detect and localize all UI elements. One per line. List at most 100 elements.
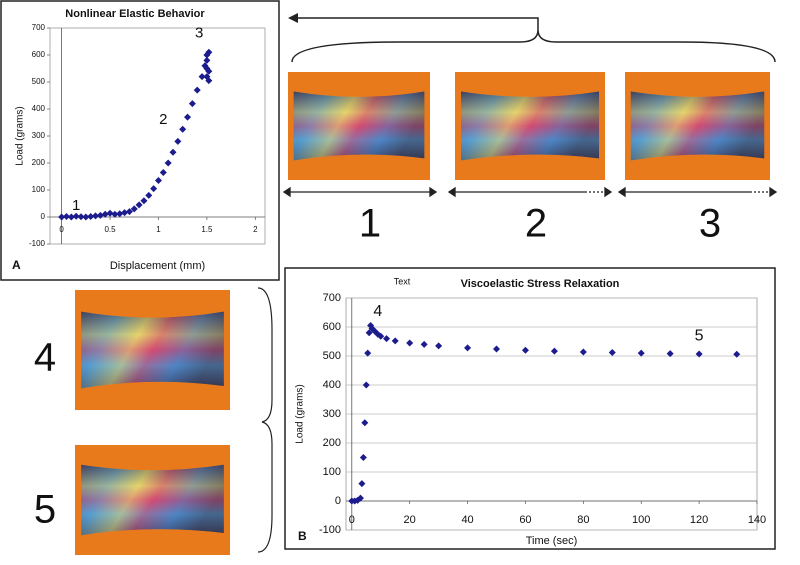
data-point — [521, 346, 529, 354]
data-point — [164, 159, 172, 167]
data-point — [193, 86, 201, 94]
data-point — [435, 342, 443, 350]
data-point — [62, 212, 70, 220]
data-point — [96, 211, 104, 219]
panel-label: B — [298, 529, 307, 543]
chart-title: Nonlinear Elastic Behavior — [65, 8, 205, 20]
data-point — [364, 349, 372, 357]
data-point — [383, 335, 391, 343]
data-point — [72, 212, 80, 220]
y-tick-label: 700 — [32, 23, 46, 32]
data-point — [361, 419, 369, 427]
y-tick-label: 100 — [323, 466, 341, 478]
panel-label: A — [12, 258, 21, 272]
chart-title: Viscoelastic Stress Relaxation — [461, 278, 620, 290]
y-tick-label: 400 — [323, 379, 341, 391]
data-point — [666, 350, 674, 358]
panel-frame — [284, 267, 776, 550]
y-tick-label: 400 — [32, 104, 46, 113]
data-point — [205, 48, 213, 56]
data-point — [154, 177, 162, 185]
data-point — [87, 212, 95, 220]
y-tick-label: 0 — [41, 212, 46, 221]
arrow — [298, 17, 539, 30]
data-point — [159, 168, 167, 176]
data-point — [125, 208, 133, 216]
y-axis-label: Load (grams) — [15, 106, 26, 165]
y-tick-label: 500 — [323, 350, 341, 362]
data-point — [174, 137, 182, 145]
data-point — [121, 209, 129, 217]
y-tick-label: 300 — [323, 408, 341, 420]
annotation: 2 — [159, 111, 167, 128]
x-tick-label: 140 — [748, 514, 766, 526]
y-tick-label: 200 — [32, 158, 46, 167]
y-tick-label: 500 — [32, 77, 46, 86]
y-tick-label: 100 — [32, 185, 46, 194]
data-point — [406, 339, 414, 347]
x-tick-label: 2 — [253, 225, 258, 234]
x-tick-label: 40 — [461, 514, 473, 526]
annotation: 3 — [195, 24, 203, 41]
annotation: Text — [394, 276, 411, 286]
y-tick-label: 300 — [32, 131, 46, 140]
annotation: 5 — [695, 327, 704, 344]
data-point — [188, 100, 196, 108]
x-tick-label: 100 — [632, 514, 650, 526]
data-point — [420, 340, 428, 348]
data-point — [550, 347, 558, 355]
data-point — [365, 329, 373, 337]
data-point — [733, 350, 741, 358]
y-tick-label: -100 — [29, 239, 46, 248]
data-point — [116, 210, 124, 218]
brace — [257, 287, 273, 553]
data-point — [111, 210, 119, 218]
x-tick-label: 0.5 — [104, 225, 116, 234]
panel-frame — [0, 0, 280, 281]
data-point — [203, 56, 211, 64]
data-point — [362, 381, 370, 389]
data-point — [391, 337, 399, 345]
photo — [455, 72, 605, 180]
data-point — [179, 125, 187, 133]
x-tick-label: 60 — [519, 514, 531, 526]
data-point — [67, 213, 75, 221]
data-point — [205, 67, 213, 75]
bracket — [291, 29, 776, 63]
x-tick-label: 120 — [690, 514, 708, 526]
x-axis-label: Displacement (mm) — [110, 260, 205, 272]
data-point — [608, 349, 616, 357]
photo-label: 2 — [525, 202, 547, 246]
data-point — [169, 148, 177, 156]
data-point — [493, 345, 501, 353]
x-axis-label: Time (sec) — [526, 535, 578, 547]
y-tick-label: 600 — [323, 321, 341, 333]
data-point — [356, 494, 364, 502]
data-point — [205, 77, 213, 85]
data-point — [77, 213, 85, 221]
y-axis-label: Load (grams) — [295, 384, 306, 443]
plot-area — [49, 27, 266, 245]
x-tick-label: 80 — [577, 514, 589, 526]
data-point — [695, 350, 703, 358]
data-point — [579, 348, 587, 356]
data-point — [359, 454, 367, 461]
scale-arrows — [282, 186, 778, 198]
photo-label: 1 — [359, 202, 381, 246]
arrow-head — [288, 13, 298, 23]
data-point — [106, 209, 114, 217]
y-tick-label: 700 — [323, 292, 341, 304]
x-tick-label: 20 — [404, 514, 416, 526]
data-point — [82, 213, 90, 221]
data-point — [377, 332, 385, 340]
x-tick-label: 0 — [349, 514, 355, 526]
photo — [288, 72, 430, 180]
x-tick-label: 0 — [59, 225, 64, 234]
photo — [625, 72, 770, 180]
photo — [75, 290, 230, 410]
x-tick-label: 1.5 — [201, 225, 213, 234]
data-point — [135, 201, 143, 209]
photo — [75, 445, 230, 555]
data-point — [140, 197, 148, 205]
